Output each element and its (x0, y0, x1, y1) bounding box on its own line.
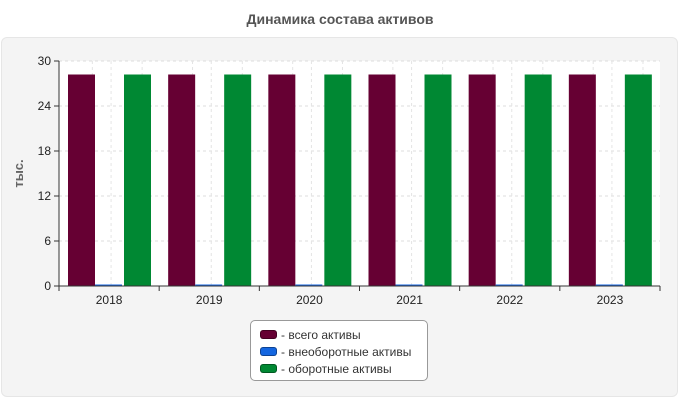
x-tick-label: 2019 (196, 293, 223, 307)
y-tick-label: 24 (38, 99, 52, 113)
y-tick-label: 0 (44, 279, 51, 293)
bar-total-assets (368, 74, 396, 286)
legend-swatch-current-assets (260, 364, 277, 373)
bar-current-assets (624, 74, 652, 286)
y-tick-label: 6 (44, 234, 51, 248)
legend-swatch-total-assets (260, 330, 277, 339)
bar-noncurrent-assets (495, 284, 523, 286)
legend-item-current-assets: - оборотные активы (260, 360, 427, 377)
bar-total-assets (168, 74, 196, 286)
x-tick-label: 2022 (496, 293, 523, 307)
legend-label-noncurrent-assets: - внеоборотные активы (281, 344, 412, 359)
legend-label-total-assets: - всего активы (281, 327, 361, 342)
plot-area (59, 61, 660, 286)
bar-total-assets (68, 74, 95, 286)
bar-noncurrent-assets (395, 284, 423, 286)
legend-item-noncurrent-assets: - внеоборотные активы (260, 343, 427, 360)
y-tick-label: 30 (38, 54, 52, 68)
x-tick-label: 2018 (96, 293, 123, 307)
bar-total-assets (268, 74, 296, 286)
bar-noncurrent-assets (595, 284, 623, 286)
bar-noncurrent-assets (195, 284, 223, 286)
bar-current-assets (224, 74, 252, 286)
x-tick-label: 2021 (396, 293, 423, 307)
bar-total-assets (568, 74, 596, 286)
y-tick-label: 18 (38, 144, 52, 158)
legend-label-current-assets: - оборотные активы (281, 361, 392, 376)
chart-title: Динамика состава активов (246, 11, 434, 27)
legend-swatch-noncurrent-assets (260, 347, 277, 356)
bar-current-assets (524, 74, 552, 286)
bar-current-assets (424, 74, 452, 286)
y-tick-label: 12 (38, 189, 52, 203)
bar-noncurrent-assets (295, 284, 323, 286)
y-axis-label: тыс. (11, 159, 26, 187)
x-tick-label: 2020 (296, 293, 323, 307)
chart-legend: - всего активы - внеоборотные активы - о… (250, 320, 428, 381)
bar-current-assets (324, 74, 352, 286)
bar-noncurrent-assets (95, 284, 122, 286)
bar-current-assets (124, 74, 151, 286)
bar-total-assets (468, 74, 496, 286)
legend-item-total-assets: - всего активы (260, 326, 427, 343)
x-tick-label: 2023 (597, 293, 624, 307)
